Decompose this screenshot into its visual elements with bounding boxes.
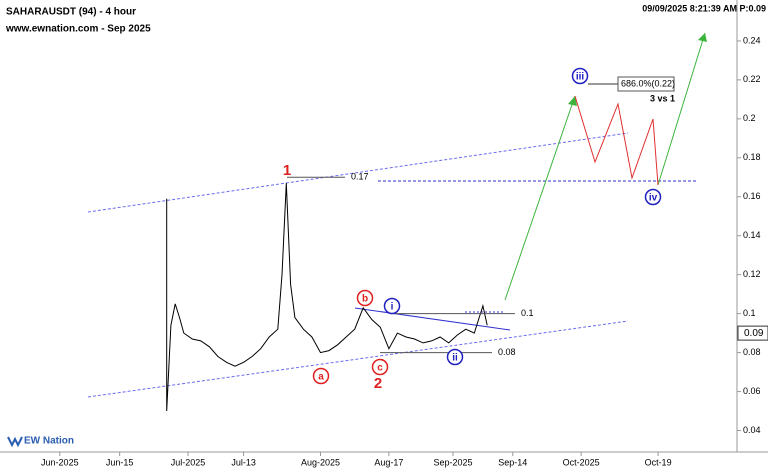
wave-circle [356, 289, 374, 307]
wave-label: 2 [374, 375, 382, 392]
chart-title: SAHARAUSDT (94) - 4 hour [6, 7, 136, 18]
wave-label: i [391, 302, 394, 313]
x-tick-label: Jun-2025 [41, 457, 79, 467]
x-tick-label: Jun-15 [106, 457, 134, 467]
wave-circle [383, 297, 401, 315]
y-tick-label: 0.14 [743, 230, 761, 240]
y-tick-label: 0.24 [743, 35, 761, 45]
price-level-label: 0.17 [351, 172, 369, 182]
x-tick-label: Aug-2025 [301, 457, 340, 467]
y-tick-label: 0.12 [743, 269, 761, 279]
projection-up [657, 32, 706, 186]
wave-circle [571, 67, 589, 85]
wave-label: a [318, 372, 324, 383]
wave-label: iii [576, 72, 585, 83]
y-tick-label: 0.18 [743, 152, 761, 162]
x-tick-label: Sep-2025 [433, 457, 472, 467]
x-tick-label: Oct-2025 [563, 457, 600, 467]
wave-label: b [362, 294, 368, 305]
target-label: 686.0%(0.22) [621, 78, 675, 88]
wave-label: iv [649, 193, 658, 204]
projection-correction [574, 95, 659, 186]
wave-circle [644, 188, 662, 206]
price-level-label: 0.08 [498, 347, 516, 357]
wave-circle [371, 358, 389, 376]
y-tick-label: 0.04 [743, 425, 761, 435]
logo-text: EW Nation [24, 436, 74, 447]
wave-label: ii [452, 353, 458, 364]
wave-circle [446, 348, 464, 366]
chart-subtitle: www.ewnation.com - Sep 2025 [5, 24, 151, 35]
arrowhead [568, 96, 577, 106]
ratio-label: 3 vs 1 [650, 93, 675, 103]
y-tick-label: 0.1 [743, 308, 756, 318]
wave-circle [312, 367, 330, 385]
logo-icon [7, 436, 23, 448]
x-tick-label: Jul-2025 [171, 457, 206, 467]
arrowhead [698, 33, 707, 42]
x-tick-label: Sep-14 [498, 457, 527, 467]
y-tick-label: 0.22 [743, 74, 761, 84]
y-tick-label: 0.06 [743, 386, 761, 396]
y-tick-label: 0.08 [743, 347, 761, 357]
target-box [617, 76, 675, 92]
timestamp: 09/09/2025 8:21:39 AM P:0.09 [642, 3, 766, 13]
last-price-box [737, 325, 768, 341]
last-price-label: 0.09 [744, 328, 764, 339]
y-tick-label: 0.2 [743, 113, 756, 123]
channel-upper [87, 132, 629, 213]
logo-group: EW Nation [7, 436, 74, 448]
x-tick-label: Aug-17 [374, 457, 403, 467]
wave-label: 1 [283, 162, 291, 179]
trendline [354, 307, 511, 331]
wave-label: c [377, 363, 383, 374]
price-level-label: 0.1 [521, 308, 534, 318]
x-tick-label: Oct-19 [645, 457, 672, 467]
y-tick-label: 0.16 [743, 191, 761, 201]
price-line [166, 183, 488, 412]
channel-lower [87, 320, 629, 398]
x-tick-label: Jul-13 [231, 457, 256, 467]
projection-up [504, 95, 576, 301]
